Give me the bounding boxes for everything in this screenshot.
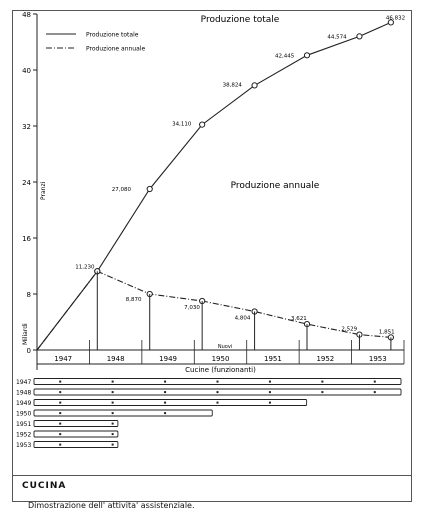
x-tick-label: 1950 bbox=[212, 355, 230, 363]
y-tick-label: 40 bbox=[22, 67, 31, 75]
y-axis-label: Miliardi bbox=[22, 323, 29, 345]
x-tick-label: 1949 bbox=[159, 355, 177, 363]
kitchen-marker bbox=[111, 422, 114, 425]
data-label: 11,230 bbox=[75, 264, 95, 270]
kitchen-row-year: 1947 bbox=[16, 379, 31, 386]
data-label: 46,832 bbox=[386, 15, 405, 21]
series-line bbox=[36, 21, 392, 351]
data-point bbox=[356, 33, 363, 40]
y-tick-label: 8 bbox=[27, 291, 31, 299]
data-label: 27,080 bbox=[112, 187, 132, 193]
kitchen-marker bbox=[164, 412, 167, 415]
data-label: 4,804 bbox=[235, 316, 251, 322]
chart-frame bbox=[12, 10, 412, 502]
data-label: 38,824 bbox=[223, 82, 243, 88]
data-point bbox=[199, 121, 206, 128]
kitchen-bars bbox=[33, 378, 402, 448]
kitchen-bar bbox=[33, 430, 119, 438]
data-label: 8,870 bbox=[126, 297, 142, 303]
footer-description: Dimostrazione dell' attivita' assistenzi… bbox=[28, 501, 195, 510]
kitchen-marker bbox=[268, 391, 271, 394]
kitchen-marker bbox=[268, 380, 271, 383]
series-line bbox=[36, 270, 391, 351]
kitchen-marker bbox=[216, 391, 219, 394]
data-label: 2,529 bbox=[341, 327, 357, 333]
data-point bbox=[251, 82, 258, 89]
kitchen-marker bbox=[164, 401, 167, 404]
data-point bbox=[303, 52, 311, 59]
kitchen-marker bbox=[59, 433, 62, 436]
kitchen-marker bbox=[268, 401, 271, 404]
y-tick-label: 0 bbox=[27, 347, 31, 355]
y-tick-label: 16 bbox=[22, 235, 31, 243]
kitchen-marker bbox=[321, 380, 324, 383]
kitchen-marker bbox=[216, 401, 219, 404]
kitchen-marker bbox=[59, 380, 62, 383]
data-label: 44,574 bbox=[327, 34, 347, 40]
kitchen-marker bbox=[111, 401, 114, 404]
kitchen-marker bbox=[59, 443, 62, 446]
chart-title: Produzione totale bbox=[201, 15, 280, 25]
chart-annotation: Produzione annuale bbox=[231, 181, 320, 191]
kitchen-marker bbox=[59, 401, 62, 404]
data-point bbox=[146, 185, 153, 193]
kitchen-marker bbox=[373, 391, 376, 394]
data-label: 34,110 bbox=[172, 122, 192, 128]
y-tick-label: 32 bbox=[22, 123, 31, 131]
kitchen-marker bbox=[164, 380, 167, 383]
kitchen-marker bbox=[59, 391, 62, 394]
kitchen-bar bbox=[33, 399, 308, 406]
kitchen-marker bbox=[59, 422, 62, 425]
footer-title: CUCINA bbox=[22, 481, 67, 491]
kitchen-row-year: 1948 bbox=[16, 390, 31, 397]
x-tick-label: 1953 bbox=[369, 355, 387, 363]
kitchen-row-year: 1949 bbox=[16, 400, 31, 407]
y-tick-label: 24 bbox=[22, 179, 31, 187]
kitchen-marker bbox=[373, 380, 376, 383]
data-label: 42,445 bbox=[275, 53, 295, 59]
kitchen-marker bbox=[321, 391, 324, 394]
kitchen-bar bbox=[33, 420, 119, 427]
data-label: 7,030 bbox=[184, 305, 200, 311]
data-label: 1,851 bbox=[379, 329, 395, 335]
x-tick-label: 1948 bbox=[107, 355, 125, 363]
chart-axes bbox=[33, 13, 405, 370]
chart-marks bbox=[36, 19, 394, 351]
footer-divider bbox=[13, 475, 411, 476]
kitchen-marker bbox=[111, 433, 114, 436]
chart-labels: 0 8 16 24 32 40 48 Pranzi Miliardi 1947 1948 1949 19… bbox=[16, 11, 405, 449]
legend-entry: Produzione totale bbox=[86, 32, 139, 39]
x-tick-label: 1952 bbox=[316, 355, 334, 363]
x-tick-label: 1947 bbox=[54, 355, 72, 363]
y-axis-label-top: Pranzi bbox=[40, 181, 47, 200]
legend-entry: Produzione annuale bbox=[86, 46, 145, 53]
kitchen-bar bbox=[33, 409, 213, 417]
kitchen-bar bbox=[33, 441, 119, 448]
kitchen-row-year: 1952 bbox=[16, 432, 31, 439]
kitchen-marker bbox=[59, 412, 62, 415]
kitchens-title: Cucine (funzionanti) bbox=[185, 366, 256, 374]
kitchen-marker bbox=[216, 380, 219, 383]
x-tick-label: 1951 bbox=[264, 355, 282, 363]
y-tick-label: 48 bbox=[22, 11, 31, 19]
kitchen-row-year: 1950 bbox=[16, 411, 31, 418]
kitchen-row-year: 1951 bbox=[16, 421, 31, 428]
kitchen-marker bbox=[111, 380, 114, 383]
kitchen-marker bbox=[164, 391, 167, 394]
x-extra-label: Nuovi bbox=[218, 344, 232, 350]
kitchen-row-year: 1953 bbox=[16, 442, 31, 449]
data-label: 3,621 bbox=[291, 316, 307, 322]
kitchen-marker bbox=[111, 443, 114, 446]
data-point bbox=[387, 19, 394, 26]
kitchen-marker bbox=[111, 412, 114, 415]
kitchen-marker bbox=[111, 391, 114, 394]
